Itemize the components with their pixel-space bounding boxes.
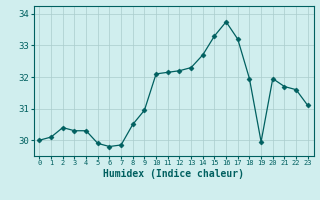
X-axis label: Humidex (Indice chaleur): Humidex (Indice chaleur) bbox=[103, 169, 244, 179]
